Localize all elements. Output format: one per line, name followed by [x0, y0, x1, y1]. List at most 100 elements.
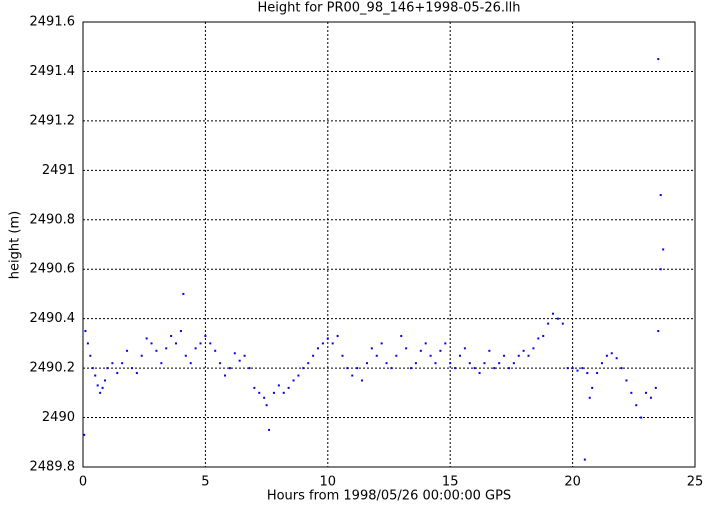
data-point: [89, 354, 92, 357]
data-point: [583, 458, 586, 461]
data-point: [385, 362, 388, 365]
data-point: [356, 367, 359, 370]
data-point: [243, 354, 246, 357]
data-point: [654, 386, 657, 389]
data-point: [287, 386, 290, 389]
data-point: [83, 433, 86, 436]
data-point: [126, 349, 129, 352]
x-tick-label: 0: [79, 475, 87, 490]
data-point: [209, 342, 212, 345]
data-point: [649, 396, 652, 399]
data-point: [86, 342, 89, 345]
data-point: [522, 349, 525, 352]
data-point: [395, 354, 398, 357]
data-point: [317, 347, 320, 350]
data-point: [405, 347, 408, 350]
data-point: [321, 342, 324, 345]
data-point: [537, 337, 540, 340]
data-point: [444, 342, 447, 345]
data-point: [380, 342, 383, 345]
data-point: [346, 367, 349, 370]
data-point: [179, 330, 182, 333]
data-point: [341, 354, 344, 357]
x-axis-label: Hours from 1998/05/26 00:00:00 GPS: [267, 489, 511, 504]
data-point: [219, 362, 222, 365]
data-point: [228, 367, 231, 370]
data-point: [111, 362, 114, 365]
data-point: [571, 367, 574, 370]
data-point: [596, 372, 599, 375]
data-point: [238, 359, 241, 362]
data-point: [155, 349, 158, 352]
data-point: [662, 248, 665, 251]
data-point: [277, 384, 280, 387]
data-point: [189, 362, 192, 365]
data-point: [576, 369, 579, 372]
x-tick-label: 25: [687, 475, 704, 490]
data-point: [419, 349, 422, 352]
data-point: [302, 367, 305, 370]
data-point: [657, 58, 660, 61]
data-point: [282, 391, 285, 394]
data-point: [424, 342, 427, 345]
data-point: [204, 334, 207, 337]
data-point: [659, 268, 662, 271]
x-tick-label: 10: [320, 475, 337, 490]
data-point: [307, 362, 310, 365]
y-axis-label: height (m): [8, 211, 23, 279]
data-point: [170, 334, 173, 337]
data-point: [130, 367, 133, 370]
data-point: [361, 379, 364, 382]
chart-title: Height for PR00_98_146+1998-05-26.llh: [258, 1, 521, 16]
data-point: [512, 362, 515, 365]
data-point: [351, 374, 354, 377]
data-point: [223, 374, 226, 377]
data-point: [297, 374, 300, 377]
data-point: [326, 337, 329, 340]
data-point: [429, 354, 432, 357]
data-point: [96, 384, 99, 387]
data-point: [104, 379, 107, 382]
data-point: [542, 334, 545, 337]
data-point: [194, 347, 197, 350]
data-point: [493, 367, 496, 370]
data-point: [292, 379, 295, 382]
data-point: [184, 354, 187, 357]
data-point: [473, 367, 476, 370]
y-tick-label: 2491.4: [30, 64, 76, 79]
data-point: [635, 404, 638, 407]
data-point: [439, 349, 442, 352]
y-tick-label: 2490.8: [30, 212, 76, 227]
data-point: [150, 342, 153, 345]
data-point: [615, 357, 618, 360]
data-point: [620, 367, 623, 370]
data-point: [258, 391, 261, 394]
data-point: [272, 391, 275, 394]
data-point: [478, 372, 481, 375]
data-point: [336, 334, 339, 337]
data-point: [400, 334, 403, 337]
data-point: [547, 322, 550, 325]
data-point: [182, 292, 185, 295]
x-tick-label: 15: [442, 475, 459, 490]
data-point: [630, 391, 633, 394]
data-point: [498, 362, 501, 365]
data-point: [414, 362, 417, 365]
data-point: [94, 374, 97, 377]
data-point: [483, 362, 486, 365]
data-point: [566, 367, 569, 370]
x-tick-label: 5: [201, 475, 209, 490]
data-point: [581, 367, 584, 370]
data-point: [365, 362, 368, 365]
data-point: [135, 372, 138, 375]
data-point: [390, 367, 393, 370]
data-point: [556, 317, 559, 320]
y-tick-label: 2490.6: [30, 262, 76, 277]
data-point: [214, 349, 217, 352]
data-point: [106, 367, 109, 370]
data-point: [84, 330, 87, 333]
data-point: [265, 404, 268, 407]
data-point: [268, 428, 271, 431]
data-point: [434, 362, 437, 365]
